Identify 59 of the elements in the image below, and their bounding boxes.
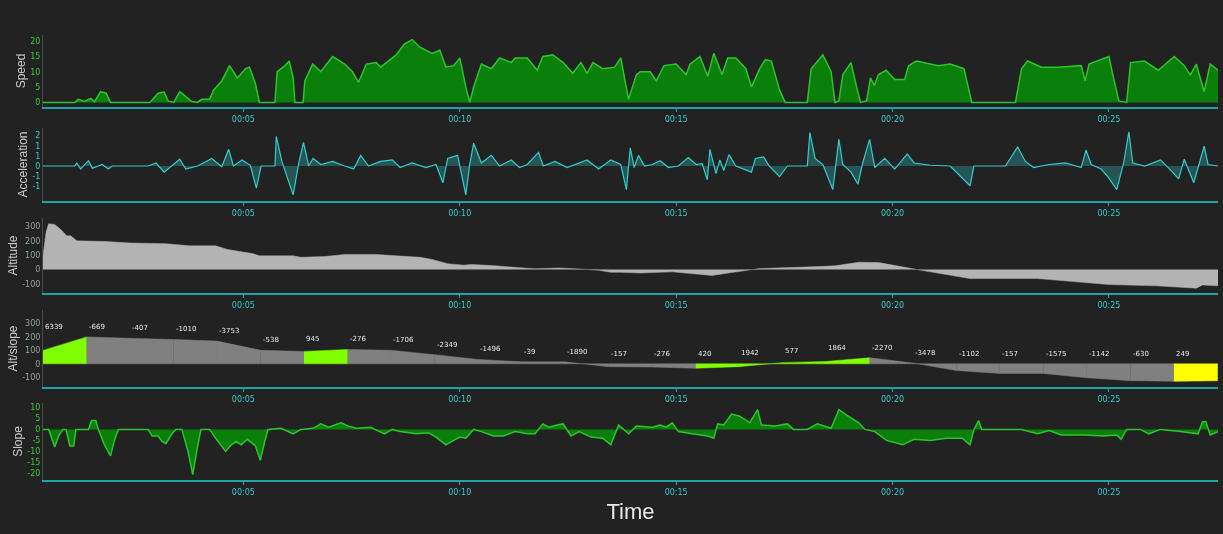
y-axis-title: Acceleration [15, 131, 30, 198]
x-tick-label: 00:10 [448, 394, 472, 404]
y-tick-label: 100 [25, 346, 41, 356]
x-tick-label: 00:15 [664, 208, 688, 218]
y-tick-label: -15 [27, 458, 41, 468]
x-tick-label: 00:15 [664, 394, 688, 404]
x-tick-label: 00:10 [448, 487, 472, 497]
y-tick-label: -100 [22, 373, 41, 383]
y-axis-title: Alt/slope [5, 325, 20, 372]
y-tick-label: 0 [35, 425, 41, 435]
y-tick-label: 300 [25, 222, 41, 232]
y-tick-label: 100 [25, 250, 41, 260]
y-tick-label: 5 [35, 82, 41, 92]
y-tick-label: 15 [30, 52, 41, 62]
x-tick-label: 00:15 [664, 114, 688, 124]
x-tick-label: 00:15 [664, 487, 688, 497]
y-tick-label: 0 [35, 161, 41, 171]
y-tick-label: 0 [35, 359, 41, 369]
x-axis-title: Time [606, 499, 655, 525]
y-tick-label: -1 [32, 171, 41, 181]
x-tick-label: 00:20 [881, 487, 905, 497]
x-tick-label: 00:20 [881, 300, 905, 310]
x-tick-label: 00:05 [231, 394, 255, 404]
x-tick-label: 00:25 [1097, 394, 1121, 404]
y-tick-label: 10 [30, 403, 41, 413]
x-tick-label: 00:20 [881, 208, 905, 218]
y-tick-label: 5 [35, 414, 41, 424]
x-tick-label: 00:25 [1097, 208, 1121, 218]
x-tick-label: 00:25 [1097, 114, 1121, 124]
y-tick-label: 300 [25, 319, 41, 329]
y-axis-title: Altitude [5, 235, 20, 276]
y-tick-label: -5 [32, 436, 41, 446]
x-tick-label: 00:05 [231, 208, 255, 218]
y-axis-title: Slope [10, 425, 25, 457]
x-tick-label: 00:20 [881, 394, 905, 404]
y-tick-label: 10 [30, 67, 41, 77]
x-tick-label: 00:25 [1097, 487, 1121, 497]
y-axis-title: Speed [13, 53, 28, 89]
x-tick-label: 00:25 [1097, 300, 1121, 310]
y-tick-label: 200 [25, 236, 41, 246]
x-tick-label: 00:05 [231, 114, 255, 124]
y-tick-label: 1 [35, 151, 41, 161]
y-tick-label: 2 [35, 131, 41, 141]
x-tick-label: 00:10 [448, 114, 472, 124]
y-tick-label: -20 [27, 469, 41, 479]
y-tick-label: 1 [35, 141, 41, 151]
y-tick-label: -1 [32, 182, 41, 192]
y-tick-label: -10 [27, 447, 41, 457]
x-tick-label: 00:10 [448, 208, 472, 218]
x-tick-label: 00:10 [448, 300, 472, 310]
y-tick-label: 0 [35, 265, 41, 275]
x-tick-label: 00:15 [664, 300, 688, 310]
y-tick-label: 0 [35, 98, 41, 108]
y-tick-label: 20 [30, 36, 41, 46]
y-tick-label: -100 [22, 279, 41, 289]
x-tick-label: 00:05 [231, 300, 255, 310]
x-tick-label: 00:20 [881, 114, 905, 124]
y-tick-label: 200 [25, 332, 41, 342]
x-tick-label: 00:05 [231, 487, 255, 497]
